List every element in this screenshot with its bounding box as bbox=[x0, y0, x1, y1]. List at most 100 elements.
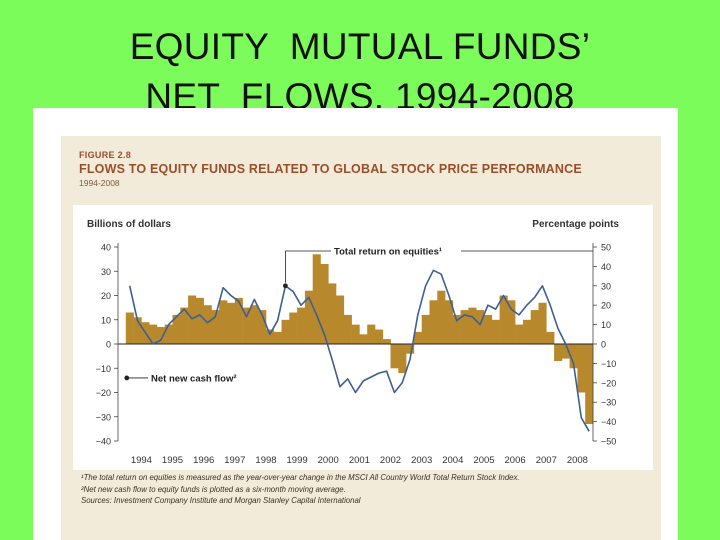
x-axis-tick-label: 2003 bbox=[411, 455, 432, 466]
bar-net-cash-flow bbox=[281, 319, 290, 345]
bar-net-cash-flow bbox=[227, 302, 236, 344]
slide-title: EQUITY MUTUAL FUNDS’ NET FLOWS, 1994-200… bbox=[0, 22, 720, 122]
left-axis-tick-label: 10 bbox=[101, 315, 111, 325]
annotation-marker-total-return bbox=[283, 283, 288, 289]
bar-net-cash-flow bbox=[195, 297, 204, 344]
bar-net-cash-flow bbox=[172, 314, 181, 344]
bar-net-cash-flow bbox=[538, 302, 547, 344]
x-axis-tick-label: 1997 bbox=[224, 455, 245, 466]
right-axis-tick-label: 50 bbox=[601, 243, 611, 253]
bar-net-cash-flow bbox=[460, 310, 469, 344]
bar-net-cash-flow bbox=[133, 317, 142, 344]
left-axis-tick-label: −10 bbox=[96, 364, 111, 374]
figure-note-3: Sources: Investment Company Institute an… bbox=[81, 496, 361, 505]
figure-notes: ¹The total return on equities is measure… bbox=[81, 472, 641, 507]
bar-net-cash-flow bbox=[273, 331, 282, 344]
x-axis-tick-label: 1996 bbox=[193, 455, 214, 466]
bar-net-cash-flow bbox=[149, 324, 158, 344]
bar-net-cash-flow bbox=[375, 329, 384, 344]
right-axis-tick-label: 10 bbox=[601, 320, 611, 330]
annotation-net-cash-flow: Net new cash flow² bbox=[151, 373, 237, 384]
bar-net-cash-flow bbox=[437, 290, 446, 344]
right-axis-tick-label: 0 bbox=[601, 340, 606, 350]
bar-net-cash-flow bbox=[219, 300, 228, 344]
bar-net-cash-flow bbox=[258, 310, 267, 344]
bar-net-cash-flow bbox=[211, 310, 220, 344]
bar-net-cash-flow bbox=[203, 305, 212, 344]
bar-net-cash-flow bbox=[382, 339, 391, 344]
bar-net-cash-flow bbox=[585, 344, 594, 424]
x-axis-tick-label: 2007 bbox=[536, 455, 557, 466]
right-axis-tick-label: −10 bbox=[601, 359, 616, 369]
annotation-total-return: Total return on equities¹ bbox=[334, 247, 442, 258]
bar-net-cash-flow bbox=[188, 295, 197, 344]
x-axis-tick-label: 2004 bbox=[442, 455, 463, 466]
bar-net-cash-flow bbox=[484, 314, 493, 344]
figure-note-1: ¹The total return on equities is measure… bbox=[81, 473, 520, 482]
slide-title-line-1: EQUITY MUTUAL FUNDS’ bbox=[129, 26, 591, 67]
right-axis-tick-label: 40 bbox=[601, 262, 611, 272]
bar-net-cash-flow bbox=[367, 324, 376, 344]
bar-net-cash-flow bbox=[351, 324, 360, 344]
bar-net-cash-flow bbox=[320, 264, 329, 344]
bar-net-cash-flow bbox=[491, 319, 500, 345]
bar-net-cash-flow bbox=[289, 312, 298, 344]
bar-net-cash-flow bbox=[429, 300, 438, 344]
bar-net-cash-flow bbox=[328, 283, 337, 344]
bar-net-cash-flow bbox=[250, 305, 259, 344]
bar-net-cash-flow bbox=[304, 290, 313, 344]
bar-net-cash-flow bbox=[359, 334, 368, 344]
x-axis-tick-label: 2008 bbox=[567, 455, 588, 466]
chart-svg: 40 30 20 10 0 −10 −20 −30 −40 50 40 30 20 10 0 −10 −20 −3… bbox=[87, 219, 619, 466]
left-axis-tick-label: 20 bbox=[101, 291, 111, 301]
right-axis-tick-label: −30 bbox=[601, 398, 616, 408]
x-axis-tick-label: 1998 bbox=[255, 455, 276, 466]
bar-net-cash-flow bbox=[234, 297, 243, 344]
right-axis-tick-label: 20 bbox=[601, 301, 611, 311]
left-axis-tick-label: −20 bbox=[96, 388, 111, 398]
x-axis-tick-label: 1994 bbox=[131, 455, 152, 466]
bar-net-cash-flow bbox=[569, 344, 578, 369]
x-axis-tick-label: 1995 bbox=[162, 455, 183, 466]
left-axis-tick-label: 0 bbox=[106, 340, 111, 350]
x-axis-tick-label: 2000 bbox=[318, 455, 339, 466]
bar-net-cash-flow bbox=[577, 344, 586, 393]
bar-net-cash-flow bbox=[343, 314, 352, 344]
line-total-return bbox=[128, 269, 590, 432]
left-axis-tick-label: −30 bbox=[96, 412, 111, 422]
bar-net-cash-flow bbox=[125, 312, 134, 344]
bar-net-cash-flow bbox=[468, 307, 477, 344]
bar-net-cash-flow bbox=[561, 344, 570, 359]
bar-net-cash-flow bbox=[476, 310, 485, 344]
right-axis-tick-label: −40 bbox=[601, 417, 616, 427]
left-axis-tick-label: 30 bbox=[101, 267, 111, 277]
right-axis-title: Percentage points bbox=[532, 219, 619, 230]
figure-label: FIGURE 2.8 bbox=[79, 150, 132, 160]
x-axis-tick-label: 2006 bbox=[505, 455, 526, 466]
figure-note-2: ²Net new cash flow to equity funds is pl… bbox=[81, 484, 346, 494]
bar-net-cash-flow bbox=[398, 344, 407, 374]
left-axis-tick-label: 40 bbox=[101, 243, 111, 253]
bar-net-cash-flow bbox=[445, 300, 454, 344]
x-axis-tick-label: 1999 bbox=[287, 455, 308, 466]
bar-net-cash-flow bbox=[406, 344, 415, 354]
chart-area: 40 30 20 10 0 −10 −20 −30 −40 50 40 30 20 10 0 −10 −20 −3… bbox=[73, 205, 653, 470]
bar-net-cash-flow bbox=[312, 254, 321, 344]
bar-net-cash-flow bbox=[554, 344, 563, 361]
figure-title: FLOWS TO EQUITY FUNDS RELATED TO GLOBAL … bbox=[79, 162, 582, 176]
bar-net-cash-flow bbox=[499, 295, 508, 344]
bar-net-cash-flow bbox=[452, 314, 461, 344]
bar-net-cash-flow bbox=[546, 331, 555, 344]
bar-net-cash-flow bbox=[336, 295, 345, 344]
bar-net-cash-flow bbox=[266, 329, 275, 344]
bar-net-cash-flow bbox=[242, 307, 251, 344]
right-axis-tick-label: −20 bbox=[601, 378, 616, 388]
bar-net-cash-flow bbox=[522, 319, 531, 345]
x-axis-tick-label: 2002 bbox=[380, 455, 401, 466]
right-axis-tick-label: 30 bbox=[601, 281, 611, 291]
bar-net-cash-flow bbox=[164, 324, 173, 344]
x-axis-tick-label: 2001 bbox=[349, 455, 370, 466]
bar-net-cash-flow bbox=[297, 307, 306, 344]
figure-panel: FIGURE 2.8 FLOWS TO EQUITY FUNDS RELATED… bbox=[33, 108, 678, 540]
bar-net-cash-flow bbox=[421, 314, 430, 344]
